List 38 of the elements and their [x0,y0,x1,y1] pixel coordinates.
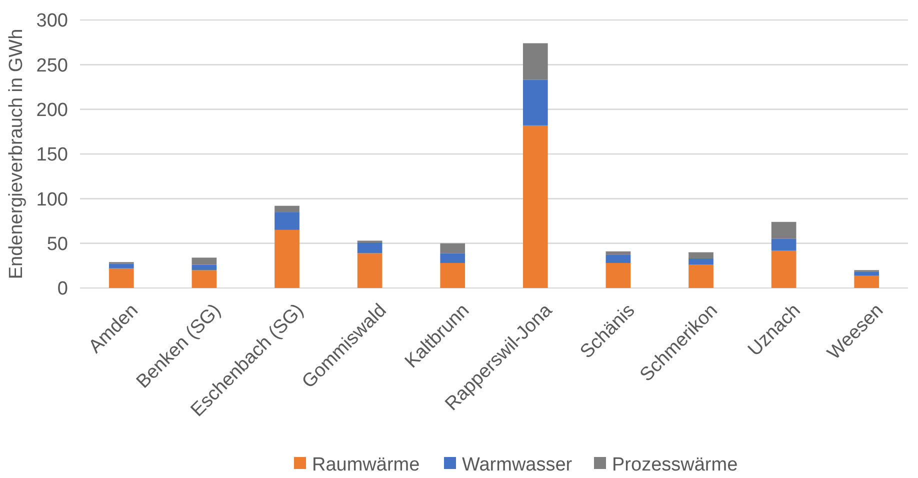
bar [771,222,796,239]
bar [440,243,466,254]
bar [606,254,631,263]
bar [357,253,382,288]
bar [688,252,714,259]
bar [522,125,548,288]
y-axis-title: Endenergieverbrauch in GWh [6,28,27,280]
bar [688,264,714,288]
y-tick-label: 0 [57,278,68,300]
bar [606,262,631,288]
bar [771,250,796,288]
bar [606,251,631,255]
bar [688,258,714,265]
bar [854,272,880,276]
bar [771,238,796,250]
bar [192,258,217,265]
legend-label: Warmwasser [462,454,573,476]
y-tick-label: 100 [36,189,68,210]
bar [274,230,300,288]
bar [440,253,466,263]
bar [108,268,134,288]
bar [854,275,880,288]
bar [274,212,300,230]
bar [440,262,466,288]
bar [274,206,300,212]
y-tick-label: 250 [36,55,68,76]
bar [192,264,217,270]
bar [522,80,548,126]
bar [522,43,548,80]
bar [108,264,134,268]
bar [192,270,217,288]
y-tick-label: 150 [36,144,68,166]
legend-label: Raumwärme [312,454,420,476]
y-tick-label: 50 [46,234,68,255]
y-tick-label: 200 [36,100,68,121]
legend-label: Prozesswärme [612,454,738,476]
y-tick-label: 300 [36,10,68,32]
bar [357,242,382,254]
